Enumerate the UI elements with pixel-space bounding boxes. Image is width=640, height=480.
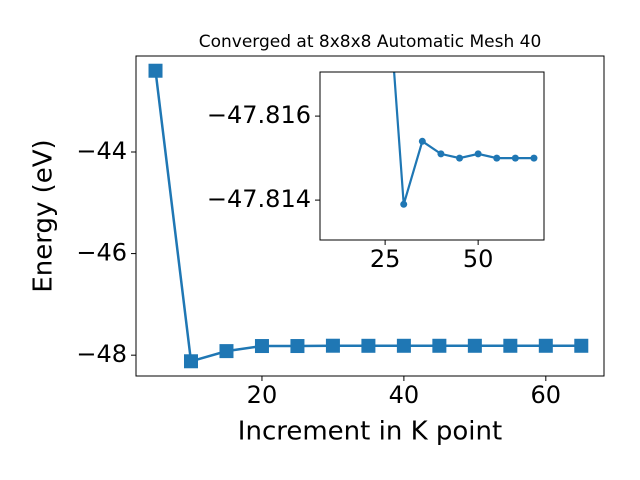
x-tick-label: 40: [389, 381, 420, 409]
x-tick-label: 50: [463, 245, 494, 273]
marker: [437, 150, 445, 158]
y-tick-label: −47.816: [207, 101, 311, 129]
marker: [456, 154, 464, 162]
y-tick-label: −48: [76, 340, 127, 368]
y-tick-label: −44: [76, 137, 127, 165]
x-tick-label: 25: [370, 245, 401, 273]
plot-area: [320, 72, 544, 240]
plot-frame: [135, 55, 605, 377]
marker: [361, 338, 376, 353]
plot-data: [393, 72, 538, 208]
marker: [503, 338, 518, 353]
marker: [400, 200, 408, 208]
marker: [418, 137, 426, 145]
marker: [325, 338, 340, 353]
marker: [574, 338, 589, 353]
marker: [183, 354, 198, 369]
marker: [538, 338, 553, 353]
marker: [148, 63, 163, 78]
marker: [530, 154, 538, 162]
plot-data: [148, 63, 589, 369]
marker: [396, 338, 411, 353]
y-tick-label: −46: [76, 239, 127, 267]
marker: [467, 338, 482, 353]
y-axis-label: Energy (eV): [29, 139, 59, 292]
x-tick-label: 60: [531, 381, 562, 409]
marker: [290, 339, 305, 354]
marker: [432, 338, 447, 353]
marker: [254, 339, 269, 354]
marker: [474, 150, 482, 158]
marker: [493, 154, 501, 162]
y-tick-label: −47.814: [207, 185, 311, 213]
marker: [219, 344, 234, 359]
plot-frame: [319, 71, 545, 241]
x-axis-label: Increment in K point: [238, 417, 502, 447]
marker: [511, 154, 519, 162]
chart-title: Converged at 8x8x8 Automatic Mesh 40: [199, 32, 542, 52]
x-tick-label: 20: [247, 381, 278, 409]
